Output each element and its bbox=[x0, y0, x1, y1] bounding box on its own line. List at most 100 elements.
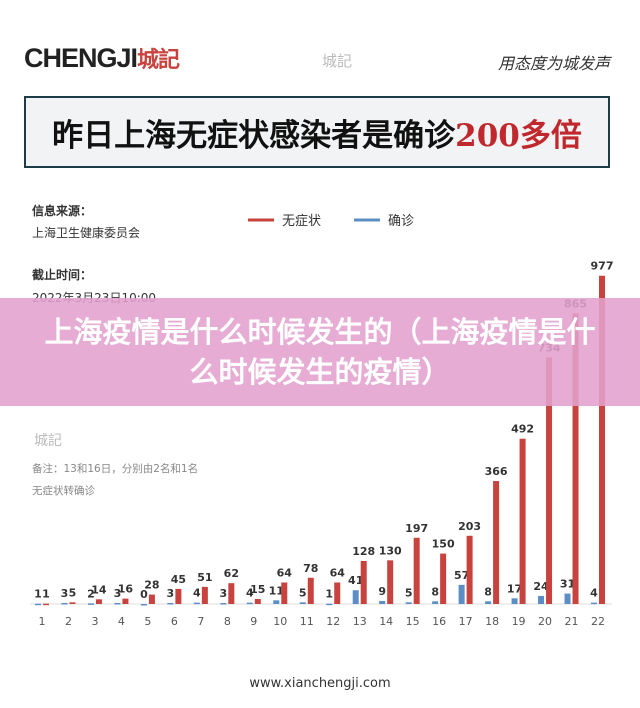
data-label: 28 bbox=[144, 579, 159, 592]
bar bbox=[69, 602, 76, 604]
bar bbox=[326, 603, 333, 606]
data-label: 2 bbox=[87, 587, 95, 600]
footer: www.xianchengji.com bbox=[249, 676, 391, 691]
bar bbox=[140, 604, 147, 606]
bar bbox=[387, 560, 394, 604]
x-tick-label: 13 bbox=[353, 615, 367, 628]
data-label: 4 bbox=[246, 587, 254, 600]
bar bbox=[466, 535, 473, 604]
x-tick-label: 21 bbox=[565, 615, 579, 628]
data-label: 8 bbox=[431, 585, 439, 598]
bar bbox=[519, 438, 526, 604]
bar bbox=[122, 598, 129, 604]
banner-text: 上海疫情是什么时候发生的（上海疫情是什么时候发生的疫情） bbox=[44, 315, 596, 389]
data-label: 17 bbox=[507, 582, 522, 595]
data-label: 4 bbox=[193, 587, 201, 600]
bar bbox=[220, 602, 227, 605]
bar bbox=[458, 584, 465, 604]
data-label: 41 bbox=[348, 574, 363, 587]
bar bbox=[43, 603, 49, 606]
data-label: 45 bbox=[171, 573, 186, 586]
slogan: 用态度为城发声 bbox=[498, 54, 611, 73]
bar bbox=[175, 588, 182, 604]
x-tick-label: 22 bbox=[591, 615, 605, 628]
bar bbox=[95, 599, 102, 604]
bar bbox=[273, 600, 280, 604]
data-label: 197 bbox=[405, 522, 428, 535]
bar bbox=[148, 594, 155, 604]
x-tick-label: 2 bbox=[65, 615, 72, 628]
note: 备注：13和16日，分别由2名和1名无症状转确诊 bbox=[32, 463, 199, 497]
legend-label: 无症状 bbox=[282, 214, 321, 229]
x-tick-label: 20 bbox=[538, 615, 552, 628]
data-label: 977 bbox=[591, 260, 614, 273]
data-label: 51 bbox=[197, 571, 212, 584]
data-label: 9 bbox=[378, 585, 386, 598]
bar bbox=[114, 602, 121, 605]
x-tick-label: 15 bbox=[406, 615, 420, 628]
data-label: 5 bbox=[405, 586, 413, 599]
data-label: 3 bbox=[114, 587, 122, 600]
bar bbox=[61, 602, 68, 605]
data-label: 492 bbox=[511, 423, 534, 436]
headline-text: 昨日上海无症状感染者是确诊 bbox=[52, 117, 456, 154]
bar bbox=[228, 583, 235, 604]
logo: CHENGJI城記 bbox=[24, 42, 180, 74]
data-label: 62 bbox=[224, 567, 239, 580]
data-label: 5 bbox=[69, 586, 77, 599]
data-label: 4 bbox=[590, 587, 598, 600]
data-label: 1 bbox=[42, 588, 50, 601]
bar bbox=[485, 601, 492, 604]
data-label: 0 bbox=[140, 588, 148, 601]
bar bbox=[591, 602, 597, 605]
x-tick-label: 19 bbox=[512, 615, 526, 628]
data-label: 16 bbox=[118, 583, 134, 596]
banner: 上海疫情是什么时候发生的（上海疫情是什么时候发生的疫情） bbox=[0, 298, 640, 406]
x-tick-label: 1 bbox=[39, 615, 46, 628]
source: 上海卫生健康委员会 bbox=[32, 226, 141, 240]
x-tick-label: 17 bbox=[459, 615, 473, 628]
x-tick-label: 7 bbox=[197, 615, 204, 628]
x-tick-label: 10 bbox=[273, 615, 287, 628]
data-label: 57 bbox=[454, 569, 469, 582]
x-tick-label: 3 bbox=[91, 615, 98, 628]
bar bbox=[572, 313, 579, 604]
bar bbox=[254, 598, 261, 604]
x-tick-label: 12 bbox=[326, 615, 340, 628]
x-tick-label: 11 bbox=[300, 615, 314, 628]
bar bbox=[546, 357, 553, 604]
data-label: 3 bbox=[167, 587, 175, 600]
x-tick-label: 8 bbox=[224, 615, 231, 628]
data-label: 203 bbox=[458, 520, 481, 533]
x-tick-label: 18 bbox=[485, 615, 499, 628]
data-label: 8 bbox=[484, 585, 492, 598]
data-label: 1 bbox=[325, 588, 333, 601]
bar bbox=[201, 586, 208, 604]
data-label: 78 bbox=[303, 562, 318, 575]
x-tick-label: 5 bbox=[144, 615, 151, 628]
bar bbox=[538, 595, 545, 604]
bar bbox=[599, 275, 605, 604]
x-tick-label: 4 bbox=[118, 615, 125, 628]
data-label: 366 bbox=[485, 465, 508, 478]
headline-highlight: 200多倍 bbox=[455, 117, 582, 154]
data-label: 1 bbox=[34, 588, 42, 601]
source-label: 信息来源： bbox=[32, 204, 93, 218]
bar bbox=[193, 602, 200, 605]
bar bbox=[564, 593, 571, 604]
bar bbox=[432, 601, 439, 604]
bar bbox=[413, 537, 420, 604]
date-label: 截止时间： bbox=[32, 268, 93, 282]
logo-text: CHENGJI bbox=[24, 43, 138, 73]
data-label: 130 bbox=[379, 544, 402, 557]
x-tick-label: 16 bbox=[432, 615, 446, 628]
bar bbox=[35, 603, 41, 606]
x-tick-label: 9 bbox=[250, 615, 257, 628]
headline: 昨日上海无症状感染者是确诊 200多倍 bbox=[24, 96, 610, 168]
data-label: 31 bbox=[560, 578, 575, 591]
data-label: 5 bbox=[299, 586, 307, 599]
x-tick-label: 14 bbox=[379, 615, 393, 628]
data-label: 15 bbox=[250, 583, 265, 596]
data-label: 150 bbox=[432, 538, 455, 551]
